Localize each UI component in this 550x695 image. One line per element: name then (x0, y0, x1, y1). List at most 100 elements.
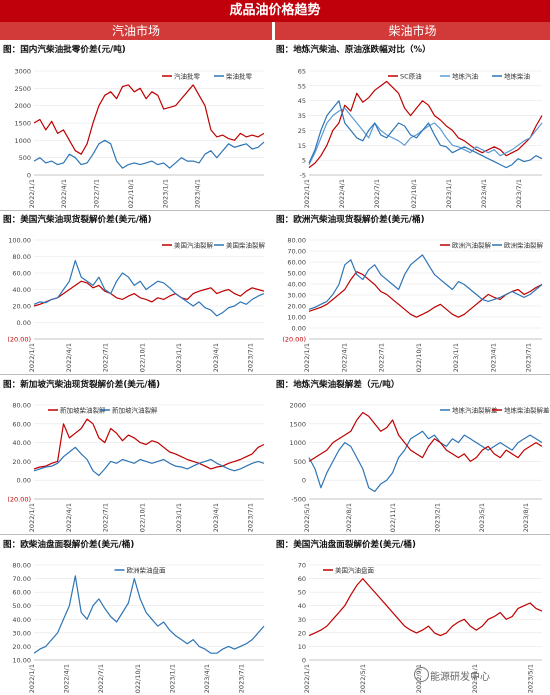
y-tick-label: 3000 (14, 68, 31, 76)
y-tick-label: 50.00 (12, 602, 31, 610)
column-divider (272, 22, 275, 695)
legend-label: 美国汽油裂解 (174, 241, 214, 250)
legend-label: 美国汽油盘面 (335, 566, 375, 575)
series-line (33, 259, 265, 317)
x-tick-label: 2022/10/1 (410, 179, 418, 209)
legend-label: 欧洲柴油盘面 (127, 566, 167, 575)
x-tick-label: 2022/7/1 (102, 503, 110, 532)
y-tick-label: 2000 (14, 102, 31, 110)
x-tick-label: 2023/7/1 (524, 343, 532, 372)
x-tick-label: 2023/1/1 (175, 343, 183, 372)
x-tick-label: 2022/5/1 (303, 503, 311, 532)
y-tick-label: 60.00 (12, 420, 31, 428)
y-tick-label: 70.00 (12, 575, 31, 583)
x-tick-label: 2022/10/1 (138, 503, 146, 533)
y-tick-label: (20.00) (7, 336, 31, 344)
wechat-icon (414, 667, 429, 682)
chart-title: 图：欧柴油盘面裂解价差(美元/桶) (3, 540, 135, 550)
y-tick-label: 60 (298, 575, 306, 583)
x-tick-label: 2022/11/1 (389, 503, 397, 533)
series-line (308, 100, 543, 169)
chart-dilian-liejiecha: -500 0 500 1000 1500 2000 2022/5/1 2022/8/1 2022… (289, 402, 550, 534)
y-tick-label: 80.00 (12, 402, 31, 410)
y-tick-label: 2500 (14, 85, 31, 93)
series-line (308, 254, 543, 310)
y-tick-label: (20.00) (7, 496, 31, 504)
x-tick-label: 2023/1/1 (445, 179, 453, 208)
x-tick-label: 2022/10/1 (134, 664, 142, 694)
series-line (308, 578, 543, 637)
legend-label: 地炼柴油 (504, 72, 530, 81)
x-tick-label: 2023/1/1 (161, 179, 169, 208)
y-tick-label: 10 (298, 643, 306, 651)
series-line (33, 84, 265, 155)
row-divider (0, 534, 550, 535)
x-tick-label: 2023/7/1 (515, 179, 523, 208)
y-tick-label: 20.00 (12, 643, 31, 651)
chart-title: 图：美国汽油盘面裂解价差(美元/桶) (276, 540, 416, 550)
x-tick-label: 2022/1/1 (28, 664, 36, 693)
legend-label: 新加坡汽油裂解 (112, 406, 158, 415)
y-tick-label: 15 (298, 142, 306, 150)
y-tick-label: 500 (19, 154, 31, 162)
x-tick-label: 2022/10/1 (138, 343, 146, 373)
y-tick-label: 0.00 (17, 319, 31, 327)
y-tick-label: 40.00 (12, 616, 31, 624)
y-tick-label: 20 (298, 629, 306, 637)
y-tick-label: 30.00 (287, 292, 306, 300)
series-line (308, 430, 543, 493)
x-tick-label: 2023/4/1 (212, 343, 220, 372)
y-tick-label: 45 (298, 97, 306, 105)
chart-title: 图：新加坡汽柴油现货裂解价差(美元/桶) (3, 380, 161, 390)
y-tick-label: 20.00 (287, 303, 306, 311)
y-tick-label: 60.00 (287, 259, 306, 267)
legend-label: 美国柴油裂解 (226, 241, 266, 250)
y-tick-label: 40.00 (12, 286, 31, 294)
x-tick-label: 2022/4/1 (340, 343, 348, 372)
x-tick-label: 2022/1/1 (303, 343, 311, 372)
y-tick-label: 60.00 (12, 270, 31, 278)
x-tick-label: 2023/7/1 (237, 664, 245, 693)
y-tick-label: (20.00) (282, 336, 306, 344)
legend-label: 地炼柴油裂解差 (504, 406, 550, 415)
x-tick-label: 2022/5/1 (359, 664, 367, 693)
x-tick-label: 2022/10/1 (127, 179, 135, 209)
chart-xinjiapo-xianhuo-liejie: (20.00) 0.00 20.00 40.00 60.00 80.00 2022/1/1 2… (7, 402, 265, 533)
x-tick-label: 2022/7/1 (92, 179, 100, 208)
x-tick-label: 2023/7/1 (247, 343, 255, 372)
y-tick-label: 25 (298, 127, 306, 135)
x-tick-label: 2023/5/1 (527, 664, 535, 693)
chart-dilian-zhangdiefu: -5 5 15 25 35 45 55 65 2022/1/1 2022/4/1 2022/7/1 2… (298, 68, 543, 209)
y-tick-label: 5 (302, 157, 306, 165)
y-tick-label: 40.00 (287, 281, 306, 289)
x-tick-label: 2023/1/1 (452, 343, 460, 372)
legend-label: 新加坡柴油裂解 (60, 406, 106, 415)
x-tick-label: 2022/8/1 (345, 503, 353, 532)
y-tick-label: 35 (298, 112, 306, 120)
chart-meiguo-xianhuo-liejie: (20.00) 0.00 20.00 40.00 60.00 80.00 100.00 202… (7, 237, 266, 374)
series-line (308, 411, 543, 463)
x-tick-label: 2022/4/1 (65, 503, 73, 532)
y-tick-label: -500 (291, 496, 306, 504)
x-tick-label: 2022/7/1 (97, 664, 105, 693)
x-tick-label: 2022/1/1 (303, 664, 311, 693)
x-tick-label: 2022/10/1 (415, 343, 423, 373)
watermark: 能源研发中心 (430, 672, 490, 683)
y-tick-label: 1500 (14, 120, 31, 128)
legend-label: SC原油 (400, 72, 422, 81)
series-line (33, 280, 265, 307)
y-tick-label: 60.00 (12, 589, 31, 597)
x-tick-label: 2023/4/1 (489, 343, 497, 372)
y-tick-label: 65 (298, 68, 306, 76)
chart-title: 图：欧洲汽柴油现货裂解价差(美元/桶) (276, 215, 425, 225)
right-column-header: 柴油市场 (275, 22, 550, 40)
series-line (33, 418, 265, 470)
chart-guonei-pilingjiacha: 0 500 1000 1500 2000 2500 3000 2022/1/1 2022/4/1… (14, 68, 265, 209)
series-line (33, 139, 265, 169)
x-tick-label: 2023/1/1 (168, 664, 176, 693)
y-tick-label: 0 (302, 657, 306, 665)
y-tick-label: 20.00 (12, 303, 31, 311)
x-tick-label: 2023/5/1 (478, 503, 486, 532)
y-tick-label: 50 (298, 589, 306, 597)
